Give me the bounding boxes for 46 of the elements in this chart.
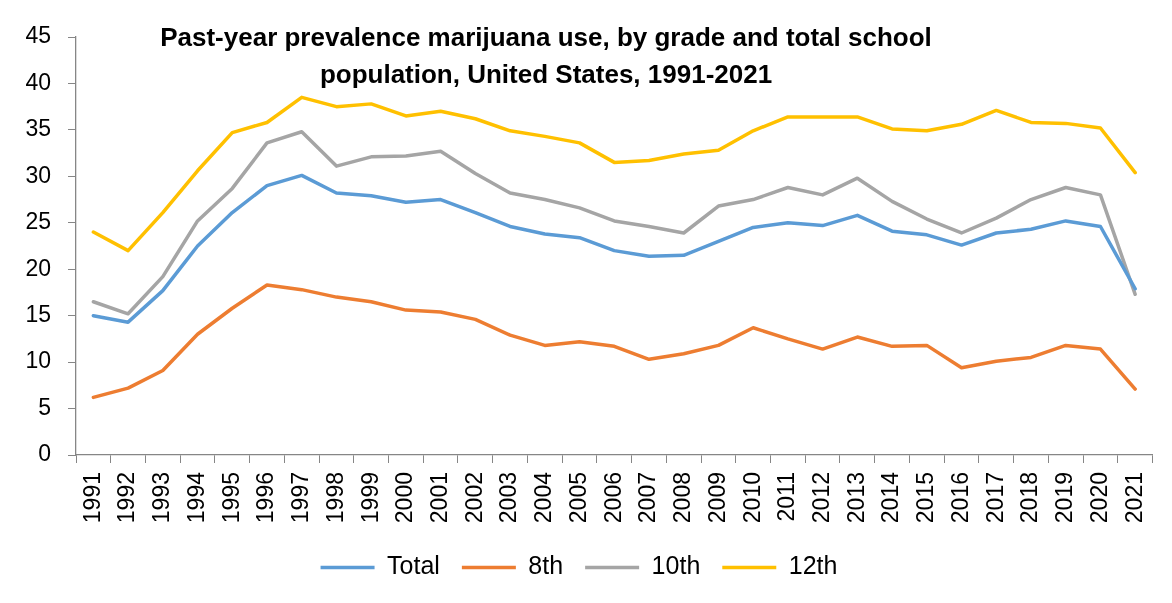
y-tick-label: 40 [25, 68, 51, 95]
x-tick-label: 2014 [877, 471, 904, 524]
x-tick-label: 2012 [807, 472, 834, 524]
x-tick-label: 2000 [391, 472, 418, 524]
x-tick-label: 1996 [252, 472, 279, 524]
x-tick-label: 2011 [773, 472, 800, 522]
x-tick-label: 1992 [113, 472, 140, 524]
x-tick-label: 1993 [148, 472, 175, 524]
x-tick-label: 1991 [78, 472, 105, 524]
x-tick-label: 2021 [1120, 472, 1147, 524]
x-tick-label: 1998 [321, 472, 348, 524]
x-tick-label: 2019 [1051, 472, 1078, 524]
x-tick-label: 2003 [495, 472, 522, 524]
chart-title: Past-year prevalence marijuana use, by grade and total school population, United States, 1991-2021 [160, 22, 932, 89]
x-tick-label: 2005 [564, 472, 591, 524]
x-tick-label: 2020 [1085, 472, 1112, 524]
y-tick-label: 5 [38, 393, 51, 420]
y-tick-label: 30 [25, 161, 51, 188]
x-tick-label: 2013 [842, 472, 869, 524]
x-tick-label: 1999 [356, 472, 383, 524]
x-tick-label: 1997 [287, 472, 314, 524]
x-tick-label: 1994 [182, 471, 209, 524]
y-tick-label: 10 [25, 347, 51, 374]
legend-label: 8th [528, 551, 564, 580]
x-tick-label: 2015 [912, 472, 939, 524]
y-tick-label: 45 [25, 22, 51, 49]
x-tick-label: 2001 [425, 472, 452, 524]
y-tick-label: 15 [25, 301, 51, 328]
x-tick-label: 2002 [460, 472, 487, 524]
legend-label: 10th [651, 551, 701, 580]
x-tick-label: 2009 [703, 472, 730, 524]
x-tick-label: 2004 [530, 471, 557, 524]
x-tick-label: 1995 [217, 472, 244, 524]
y-tick-label: 25 [25, 208, 51, 235]
legend-label: 12th [788, 551, 838, 580]
y-tick-label: 0 [38, 440, 51, 467]
legend-label: Total [387, 551, 440, 580]
x-tick-label: 2017 [981, 472, 1008, 524]
y-tick-label: 20 [25, 254, 51, 281]
x-tick-label: 2008 [669, 472, 696, 524]
x-tick-label: 2018 [1016, 472, 1043, 524]
x-tick-label: 2007 [634, 472, 661, 524]
x-tick-label: 2010 [738, 472, 765, 524]
x-tick-label: 2016 [946, 472, 973, 524]
y-tick-label: 35 [25, 115, 51, 142]
x-tick-label: 2006 [599, 472, 626, 524]
